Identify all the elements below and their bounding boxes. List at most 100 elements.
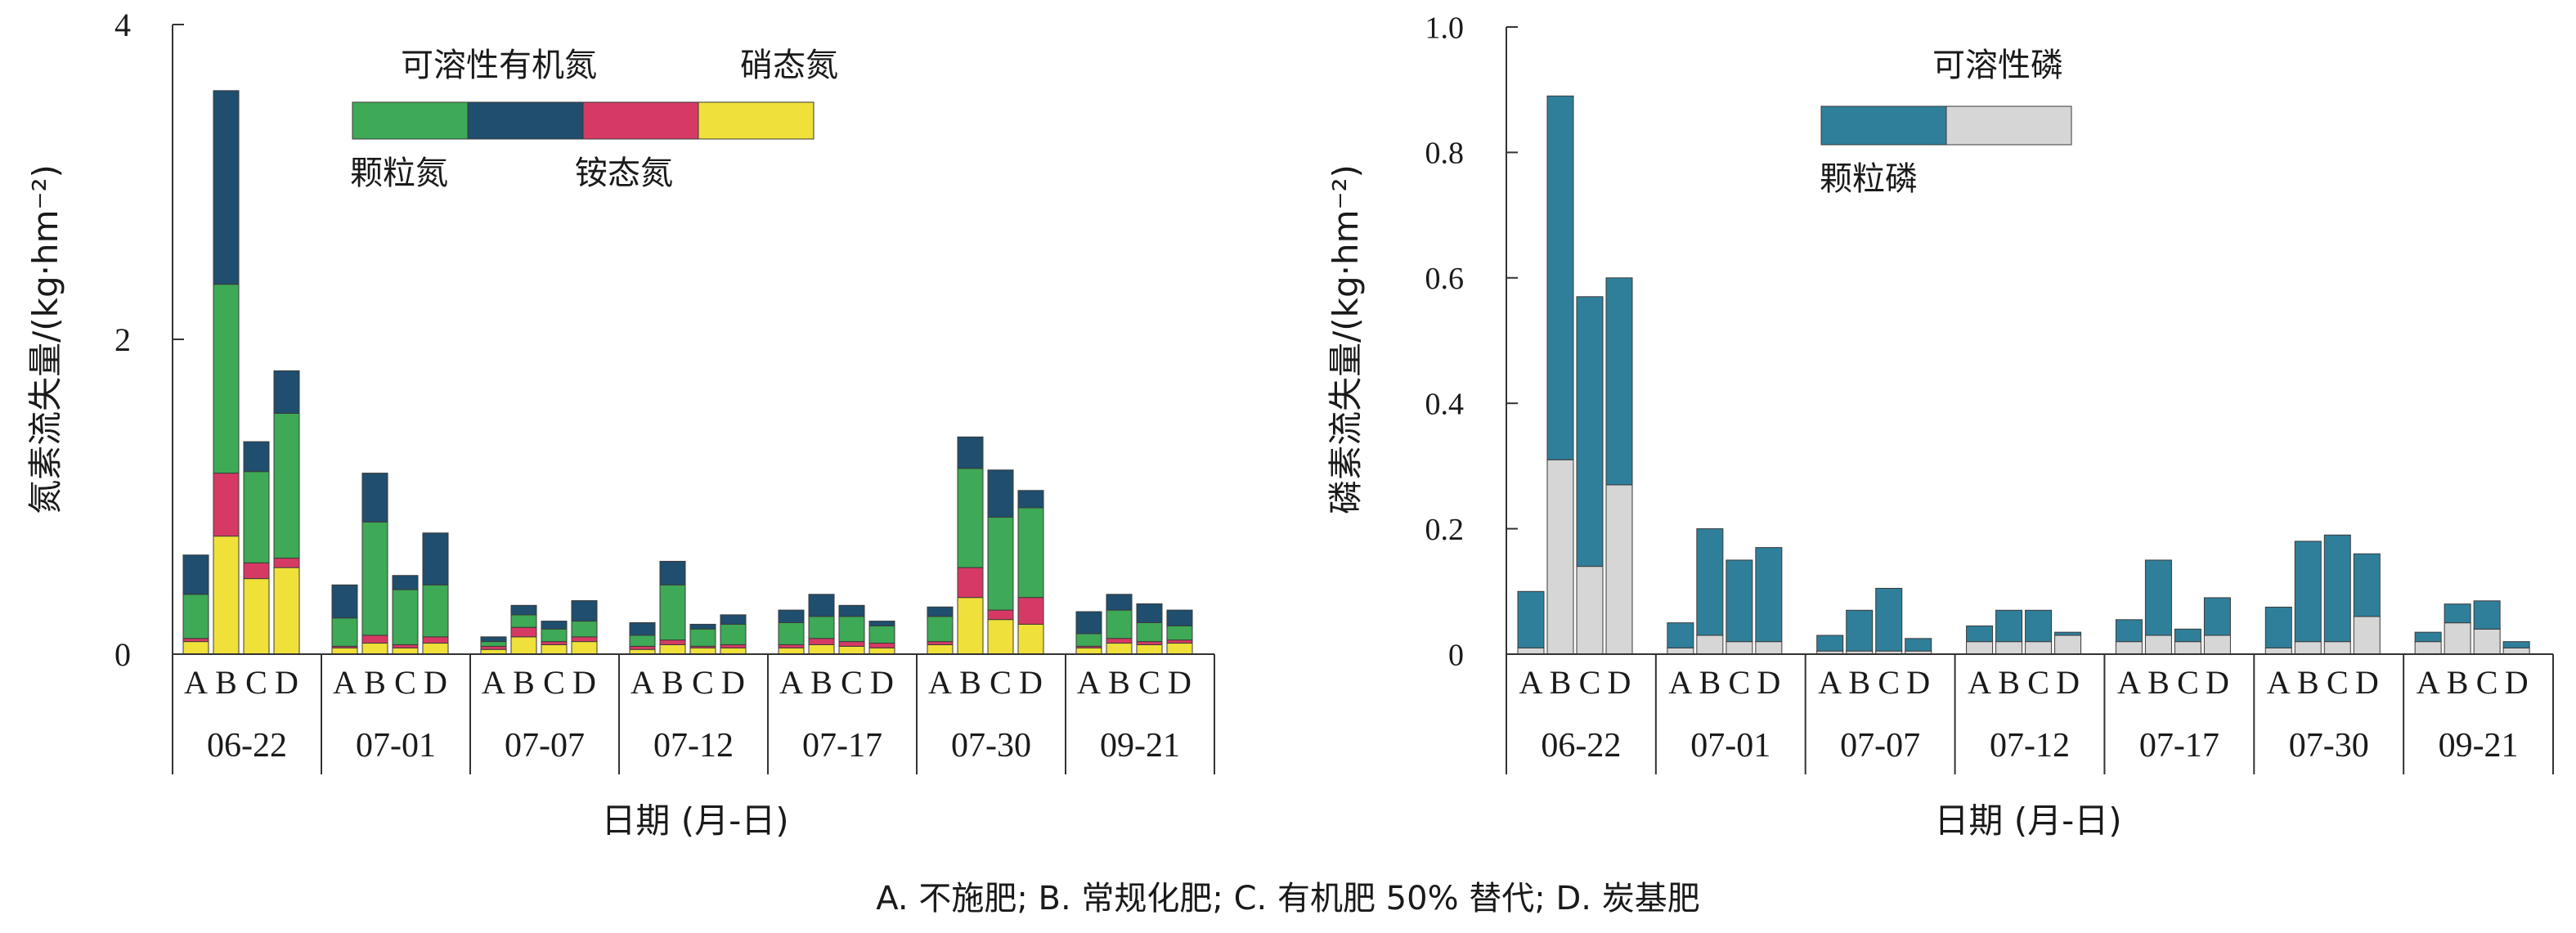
- p-bar-09-21-A-series-0: [2414, 641, 2442, 655]
- n-bar-07-30-C-series-3: [987, 469, 1014, 518]
- legend-swatch: [467, 101, 584, 140]
- n-bar-07-07-C-series-0: [541, 644, 568, 655]
- legend-label: 可溶性磷: [1932, 47, 2063, 84]
- n-bar-07-12-C-series-2: [689, 628, 716, 647]
- p-bar-07-17-D-series-1: [2203, 597, 2231, 636]
- n-bar-06-22-C-series-0: [243, 578, 270, 655]
- y-tick-label: 0.6: [1425, 262, 1465, 296]
- x-treatment-label: D: [2505, 664, 2529, 701]
- n-bar-07-12-D-series-2: [720, 623, 747, 645]
- p-bar-07-01-C-series-1: [1726, 559, 1753, 643]
- x-treatment-label: D: [275, 664, 298, 701]
- p-bar-07-01-A-series-1: [1667, 622, 1694, 648]
- x-date-label: 07-30: [951, 727, 1031, 765]
- legend-swatch: [698, 101, 815, 140]
- x-treatment-label: A: [2267, 664, 2291, 701]
- p-bar-09-21-B-series-0: [2444, 622, 2471, 655]
- p-bar-07-12-A-series-0: [1966, 641, 1994, 655]
- p-bar-07-12-D-series-0: [2054, 635, 2082, 655]
- p-bar-07-12-A-series-1: [1966, 625, 1994, 643]
- n-bar-07-17-B-series-0: [808, 644, 835, 655]
- n-bar-07-12-C-series-0: [689, 647, 716, 655]
- x-treatment-label: C: [245, 664, 267, 701]
- n-bar-07-01-A-series-0: [331, 647, 358, 655]
- p-bar-06-22-C-series-1: [1576, 296, 1604, 567]
- n-bar-09-21-B-series-3: [1106, 594, 1133, 611]
- x-treatment-label: D: [1168, 664, 1192, 701]
- p-bar-07-01-C-series-0: [1726, 641, 1753, 655]
- n-bar-07-12-B-series-3: [659, 560, 686, 585]
- x-treatment-label: B: [1550, 664, 1572, 701]
- legend-swatch: [582, 101, 699, 140]
- x-date-label: 06-22: [1541, 727, 1621, 765]
- legend-swatch: [352, 101, 469, 140]
- n-bar-07-07-A-series-2: [480, 641, 507, 647]
- n-bar-07-07-D-series-3: [571, 600, 598, 622]
- n-bar-07-07-D-series-0: [571, 641, 598, 655]
- legend-label: 颗粒氮: [350, 155, 448, 192]
- n-bar-07-30-C-series-1: [987, 609, 1014, 621]
- n-bar-07-17-A-series-2: [778, 622, 805, 645]
- n-bar-07-17-D-series-1: [868, 643, 895, 648]
- n-bar-07-17-A-series-3: [778, 609, 805, 623]
- n-bar-09-21-C-series-0: [1136, 644, 1163, 655]
- n-bar-06-22-A-series-2: [182, 594, 209, 639]
- n-bar-07-30-B-series-1: [957, 567, 984, 599]
- legend-label: 颗粒磷: [1820, 160, 1918, 198]
- p-bar-07-17-B-series-0: [2144, 635, 2172, 655]
- x-treatment-label: A: [779, 664, 803, 701]
- n-bar-06-22-D-series-2: [273, 412, 300, 559]
- x-treatment-label: A: [482, 664, 505, 701]
- x-date-label: 07-12: [1990, 727, 2070, 765]
- x-date-label: 07-12: [653, 727, 734, 765]
- x-treatment-label: B: [1998, 664, 2020, 701]
- x-date-label: 07-07: [1840, 727, 1920, 765]
- p-bar-07-07-D-series-1: [1905, 638, 1932, 652]
- x-treatment-label: C: [990, 664, 1012, 701]
- p-bar-07-30-C-series-0: [2323, 641, 2351, 655]
- n-bar-07-12-D-series-1: [720, 644, 747, 648]
- n-bar-07-07-A-series-3: [480, 636, 507, 643]
- n-bar-07-30-B-series-3: [957, 436, 984, 469]
- n-bar-07-07-B-series-0: [510, 636, 537, 655]
- n-bar-07-30-C-series-2: [987, 517, 1014, 611]
- legend-swatch: [1820, 105, 1947, 146]
- x-treatment-label: C: [841, 664, 863, 701]
- p-bar-07-12-B-series-0: [1995, 641, 2023, 655]
- n-bar-07-01-D-series-3: [422, 532, 449, 585]
- n-bar-07-01-C-series-2: [392, 589, 419, 645]
- n-bar-07-30-D-series-3: [1017, 490, 1044, 509]
- p-bar-07-30-C-series-1: [2323, 534, 2351, 643]
- n-bar-07-12-C-series-3: [689, 623, 716, 630]
- x-treatment-label: D: [424, 664, 447, 701]
- p-bar-09-21-A-series-1: [2414, 631, 2442, 643]
- x-treatment-label: A: [631, 664, 654, 701]
- p-bar-09-21-B-series-1: [2444, 603, 2471, 624]
- n-bar-06-22-C-series-3: [243, 441, 270, 473]
- n-bar-07-17-A-series-0: [778, 647, 805, 655]
- p-bar-09-21-C-series-0: [2473, 628, 2501, 655]
- legend-label: 硝态氮: [740, 47, 838, 84]
- p-bar-07-12-C-series-1: [2025, 609, 2053, 643]
- n-bar-07-17-D-series-0: [868, 647, 895, 655]
- x-treatment-label: D: [721, 664, 745, 701]
- n-bar-07-12-B-series-0: [659, 644, 686, 655]
- p-bar-07-17-B-series-1: [2144, 559, 2172, 636]
- x-date-label: 07-01: [1690, 727, 1770, 765]
- x-treatment-label: B: [2297, 664, 2319, 701]
- x-date-label: 06-22: [207, 727, 287, 765]
- n-bar-07-01-A-series-3: [331, 584, 358, 619]
- y-axis-title: 磷素流失量/(kg·hm⁻²): [1326, 164, 1366, 514]
- n-bar-09-21-A-series-2: [1075, 633, 1102, 647]
- p-bar-07-30-B-series-0: [2294, 641, 2322, 655]
- n-bar-09-21-D-series-0: [1166, 643, 1193, 655]
- x-treatment-label: B: [1108, 664, 1130, 701]
- n-bar-07-30-C-series-0: [987, 619, 1014, 655]
- n-bar-07-01-B-series-3: [361, 473, 388, 523]
- p-bar-07-07-B-series-1: [1846, 609, 1874, 652]
- n-bar-09-21-C-series-2: [1136, 622, 1163, 643]
- n-bar-09-21-A-series-3: [1075, 611, 1102, 635]
- n-bar-06-22-A-series-3: [182, 554, 209, 595]
- p-bar-07-17-C-series-1: [2174, 628, 2201, 643]
- n-bar-07-07-C-series-1: [541, 641, 568, 645]
